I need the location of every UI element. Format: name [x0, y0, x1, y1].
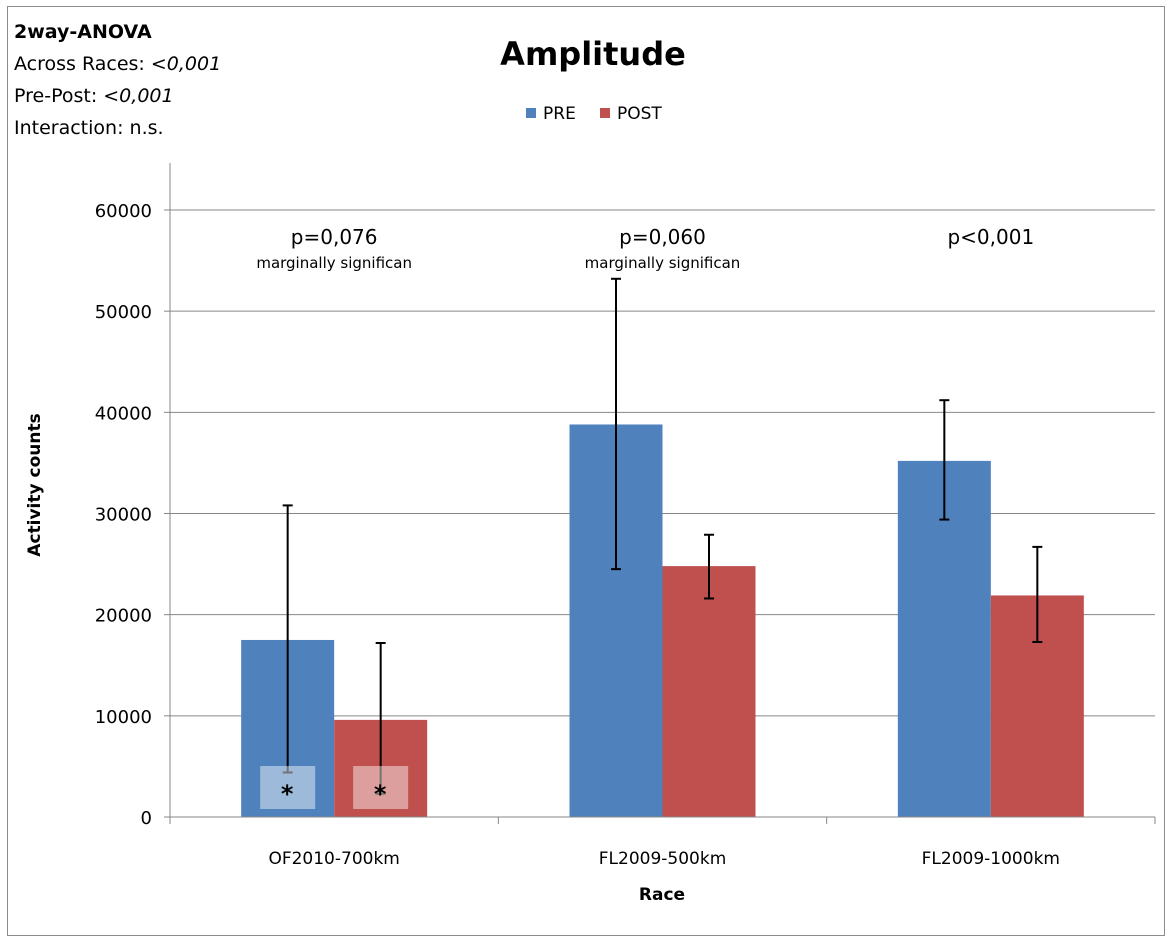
p-value-label: p=0,060	[619, 225, 706, 249]
bars: * *	[241, 277, 1084, 817]
post-bar	[662, 566, 756, 817]
legend: PRE POST	[526, 104, 662, 124]
anova-title: 2way-ANOVA	[14, 21, 152, 43]
marker-box	[353, 766, 409, 809]
p-value-label: p=0,076	[291, 225, 378, 249]
legend-pre-swatch	[526, 108, 536, 118]
legend-post-label: POST	[617, 104, 662, 124]
significance-note: marginally significan	[256, 254, 412, 272]
y-tick-label: 40000	[95, 403, 152, 424]
significance-asterisk: *	[374, 780, 387, 808]
x-tick-label: FL2009-500km	[599, 849, 727, 869]
significance-note: marginally significan	[585, 254, 741, 272]
p-value-label: p<0,001	[947, 225, 1034, 249]
y-tick-label: 50000	[95, 302, 152, 323]
x-tick-label: OF2010-700km	[268, 849, 399, 869]
legend-pre-label: PRE	[543, 104, 576, 124]
y-tick-label: 30000	[95, 505, 152, 526]
y-tick-label: 20000	[95, 606, 152, 627]
interaction-stat: Interaction: n.s.	[14, 117, 164, 139]
y-tick-label: 0	[141, 808, 152, 829]
across-races-stat: Across Races: <0,001	[14, 53, 222, 75]
chart-frame	[7, 6, 1165, 936]
y-axis-title: Activity counts	[25, 413, 45, 556]
y-tick-label: 10000	[95, 707, 152, 728]
x-tick-label: FL2009-1000km	[922, 849, 1060, 869]
chart-title: Amplitude	[500, 35, 686, 73]
significance-asterisk: *	[281, 780, 294, 808]
y-tick-label: 60000	[95, 201, 152, 222]
x-axis-title: Race	[639, 885, 685, 905]
legend-post-swatch	[600, 108, 610, 118]
pre-post-stat: Pre-Post: <0,001	[14, 85, 174, 107]
axes: 0 10000 20000 30000 40000 50000 60000 OF2010-70…	[95, 163, 1156, 869]
marker-box	[260, 766, 316, 809]
